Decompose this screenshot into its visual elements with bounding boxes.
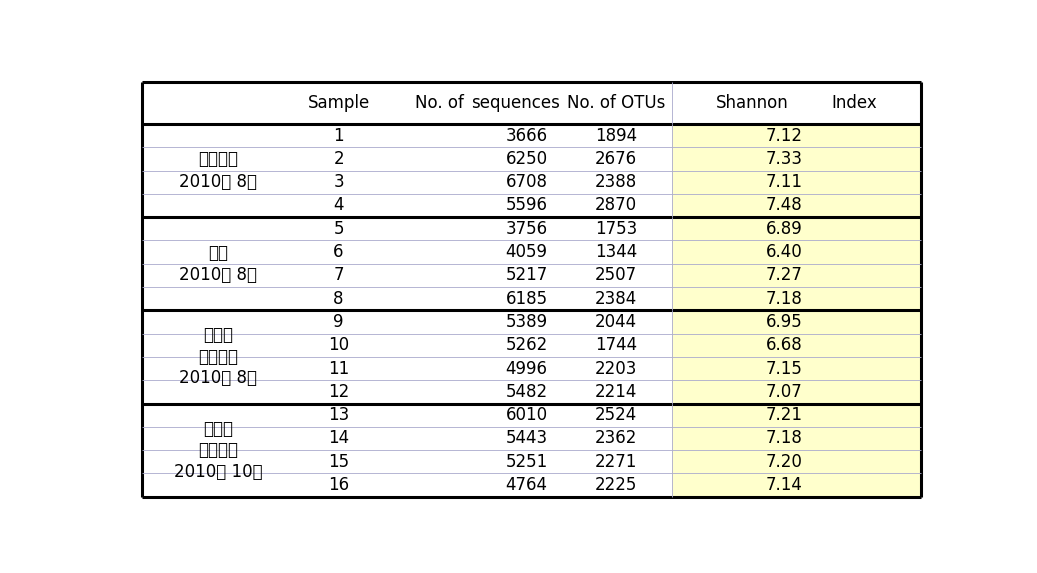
- Text: 7.07: 7.07: [766, 383, 803, 401]
- Text: 5443: 5443: [505, 430, 548, 448]
- Text: 5389: 5389: [505, 313, 548, 331]
- Text: 6010: 6010: [505, 406, 548, 424]
- Text: 7.48: 7.48: [766, 197, 803, 214]
- Bar: [672, 403, 921, 427]
- Text: 2010년 8월: 2010년 8월: [179, 266, 257, 284]
- Text: 2362: 2362: [594, 430, 637, 448]
- Bar: [672, 194, 921, 217]
- Text: 6185: 6185: [505, 290, 548, 308]
- Text: Sample: Sample: [307, 94, 370, 112]
- Text: 7.33: 7.33: [765, 150, 803, 168]
- Text: 6.89: 6.89: [766, 220, 803, 238]
- Text: Shannon: Shannon: [716, 94, 788, 112]
- Text: 5217: 5217: [505, 266, 548, 284]
- Bar: [672, 287, 921, 311]
- Text: 12: 12: [328, 383, 349, 401]
- Bar: [672, 241, 921, 264]
- Text: 5596: 5596: [505, 197, 548, 214]
- Text: 2010년 8월: 2010년 8월: [179, 370, 257, 387]
- Text: 무제치늪: 무제치늪: [198, 151, 239, 168]
- Text: 11: 11: [328, 360, 349, 378]
- Text: 2676: 2676: [595, 150, 637, 168]
- Text: 2: 2: [333, 150, 344, 168]
- Text: 6: 6: [333, 243, 344, 261]
- Text: 오대산: 오대산: [203, 327, 233, 344]
- Text: 4996: 4996: [505, 360, 548, 378]
- Text: 6.40: 6.40: [766, 243, 803, 261]
- Text: 4764: 4764: [505, 476, 548, 494]
- Text: 2225: 2225: [594, 476, 637, 494]
- Text: 7.12: 7.12: [765, 127, 803, 144]
- Text: 7.11: 7.11: [765, 173, 803, 191]
- Text: 7.14: 7.14: [765, 476, 803, 494]
- Bar: [672, 171, 921, 194]
- Bar: [672, 124, 921, 147]
- Bar: [672, 380, 921, 403]
- Text: 9: 9: [333, 313, 344, 331]
- Text: 1: 1: [333, 127, 344, 144]
- Text: 4059: 4059: [505, 243, 548, 261]
- Text: 7.18: 7.18: [765, 290, 803, 308]
- Bar: [672, 311, 921, 333]
- Text: 7.27: 7.27: [765, 266, 803, 284]
- Bar: [672, 427, 921, 450]
- Text: 6.95: 6.95: [766, 313, 803, 331]
- Text: 7.21: 7.21: [765, 406, 803, 424]
- Text: 6250: 6250: [505, 150, 548, 168]
- Bar: [672, 217, 921, 241]
- Text: 2388: 2388: [595, 173, 637, 191]
- Text: 5262: 5262: [505, 336, 548, 354]
- Text: 2010년 8월: 2010년 8월: [179, 172, 257, 191]
- Text: 용늪: 용늪: [208, 244, 228, 262]
- Bar: [672, 147, 921, 171]
- Text: 3666: 3666: [505, 127, 548, 144]
- Text: 13: 13: [328, 406, 349, 424]
- Bar: [672, 333, 921, 357]
- Text: 16: 16: [328, 476, 349, 494]
- Text: 4: 4: [333, 197, 344, 214]
- Text: 1344: 1344: [595, 243, 637, 261]
- Text: 2524: 2524: [595, 406, 637, 424]
- Bar: [672, 473, 921, 497]
- Text: sequences: sequences: [471, 94, 560, 112]
- Text: 15: 15: [328, 453, 349, 471]
- Text: 1753: 1753: [595, 220, 637, 238]
- Text: 3756: 3756: [505, 220, 548, 238]
- Text: 2010년 10월: 2010년 10월: [174, 462, 262, 481]
- Text: 14: 14: [328, 430, 349, 448]
- Text: 2203: 2203: [594, 360, 637, 378]
- Bar: [672, 450, 921, 473]
- Text: 7.18: 7.18: [765, 430, 803, 448]
- Text: 2507: 2507: [595, 266, 637, 284]
- Bar: [672, 264, 921, 287]
- Text: 7.20: 7.20: [765, 453, 803, 471]
- Text: 8: 8: [333, 290, 344, 308]
- Text: 조개동늪: 조개동늪: [198, 348, 239, 366]
- Text: 오대산: 오대산: [203, 419, 233, 438]
- Text: 조개동늪: 조개동늪: [198, 441, 239, 459]
- Text: 7.15: 7.15: [765, 360, 803, 378]
- Text: 2271: 2271: [594, 453, 637, 471]
- Text: 2870: 2870: [595, 197, 637, 214]
- Text: No. of OTUs: No. of OTUs: [566, 94, 665, 112]
- Text: No. of: No. of: [415, 94, 464, 112]
- Text: 2044: 2044: [595, 313, 637, 331]
- Text: Index: Index: [831, 94, 877, 112]
- Text: 3: 3: [333, 173, 344, 191]
- Text: 6.68: 6.68: [766, 336, 803, 354]
- Bar: [672, 357, 921, 380]
- Text: 1894: 1894: [595, 127, 637, 144]
- Text: 5482: 5482: [505, 383, 548, 401]
- Text: 2214: 2214: [594, 383, 637, 401]
- Text: 7: 7: [333, 266, 344, 284]
- Text: 5251: 5251: [505, 453, 548, 471]
- Text: 5: 5: [333, 220, 344, 238]
- Text: 10: 10: [328, 336, 349, 354]
- Text: 1744: 1744: [595, 336, 637, 354]
- Text: 2384: 2384: [595, 290, 637, 308]
- Text: 6708: 6708: [505, 173, 548, 191]
